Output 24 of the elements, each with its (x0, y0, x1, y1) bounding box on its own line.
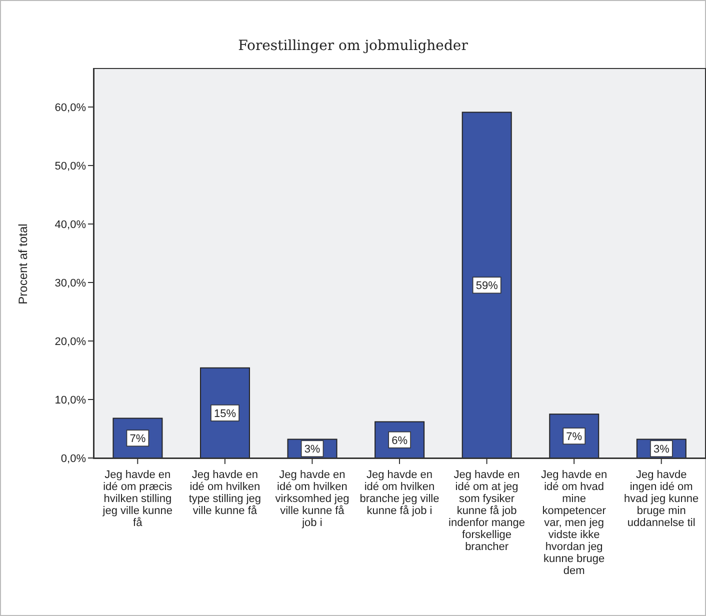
data-label: 59% (476, 280, 498, 292)
x-tick-label: Jeg havde en idé om hvilken virksomhed jeg ville kunne få job i (275, 469, 350, 529)
data-label: 7% (566, 431, 582, 444)
data-label: 6% (392, 434, 408, 447)
category-label: Jeg havde en idé om hvad mine kompetencer var, men jeg vidste ikke hvordan jeg kunne bruge dem (541, 469, 608, 577)
data-label: 7% (130, 433, 146, 446)
y-tick-label: 40,0% (54, 218, 86, 231)
y-tick-label: 20,0% (54, 336, 86, 348)
y-tick-label: 60,0% (54, 102, 86, 114)
x-tick-label: Jeg havde ingen idé om hvad jeg kunne bruge min uddannelse til (624, 469, 699, 529)
x-tick-label: Jeg havde en idé om præcis hvilken stilling jeg ville kunne få (102, 469, 173, 529)
x-tick-label: Jeg havde en idé om hvilken type stilling jeg ville kunne få (188, 469, 262, 517)
x-tick-label: Jeg havde en idé om hvilken branche jeg ville kunne få job i (360, 469, 440, 517)
y-tick-label: 10,0% (54, 394, 86, 406)
y-axis-title: Procent af total (16, 223, 30, 304)
data-label: 3% (653, 444, 670, 456)
y-tick-label: 0,0% (60, 452, 86, 465)
data-label: 15% (214, 408, 236, 420)
y-tick-label: 50,0% (54, 160, 86, 172)
chart-title: Forestillinger om jobmuligheder (237, 38, 469, 54)
data-label: 3% (304, 444, 320, 456)
x-tick-label: Jeg havde en idé om at jeg som fysiker kunne få job indenfor mange forskellige brancher (448, 469, 526, 553)
y-tick-label: 30,0% (54, 277, 86, 290)
bar (462, 112, 512, 458)
